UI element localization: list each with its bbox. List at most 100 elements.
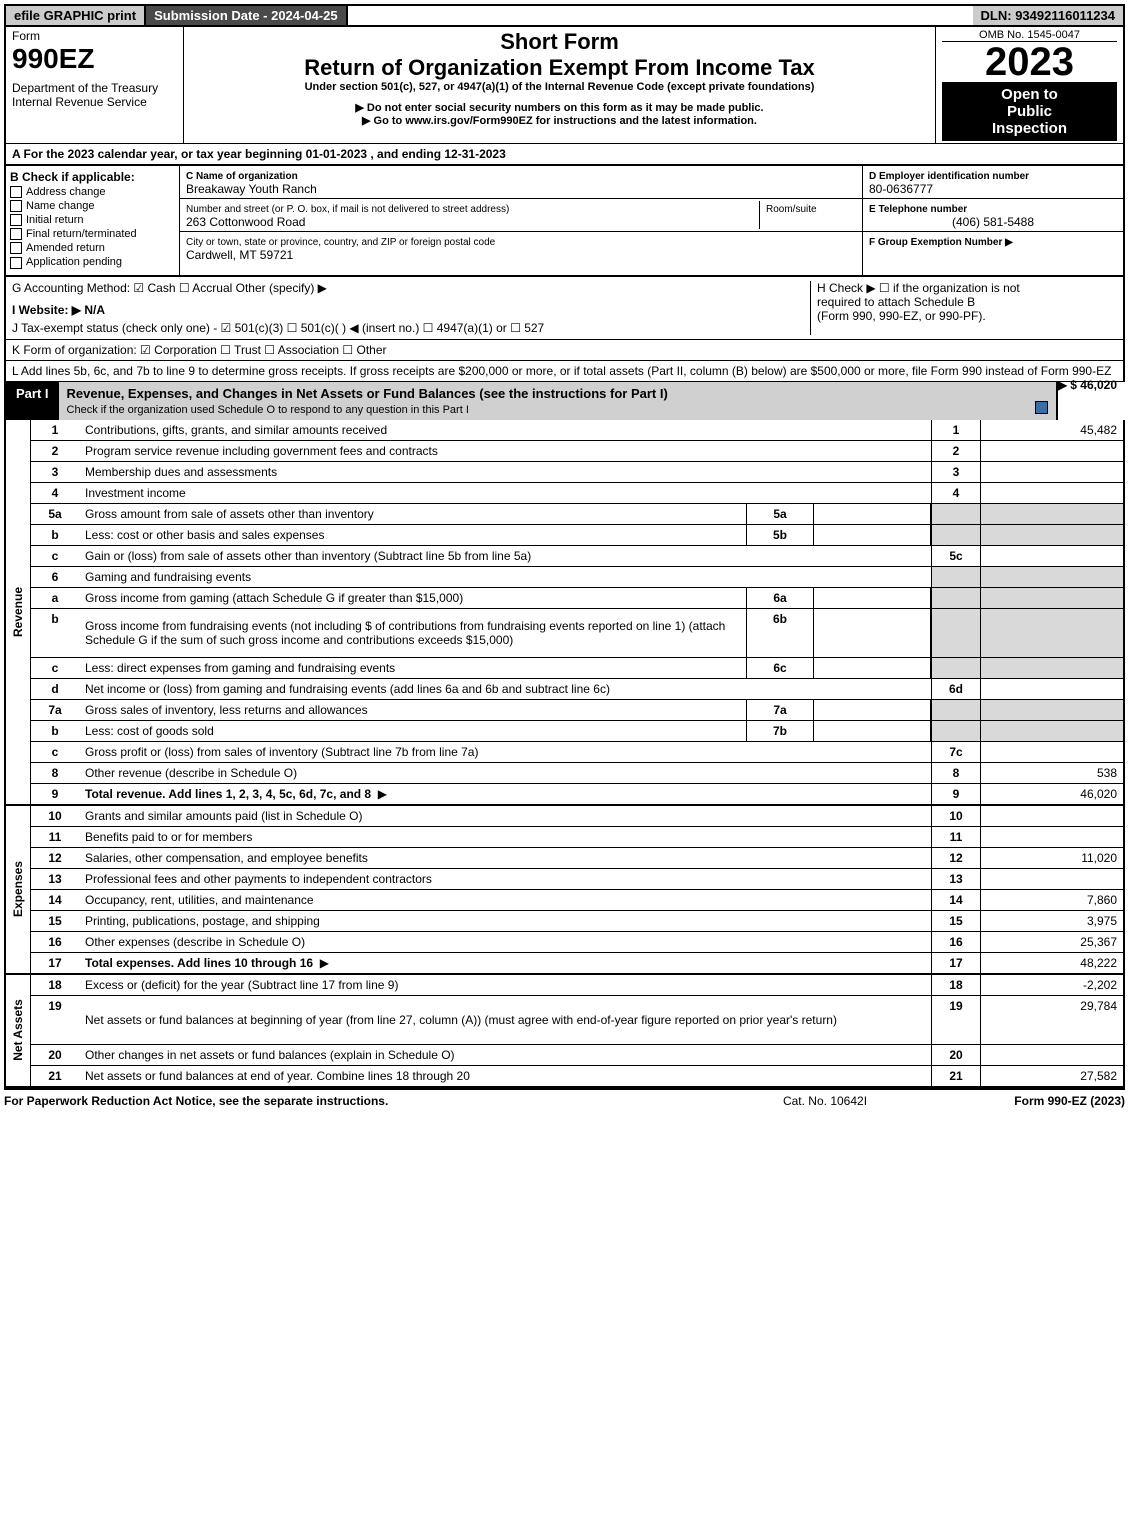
line-ref: 15 (931, 911, 980, 931)
line-18: 18Excess or (deficit) for the year (Subt… (31, 975, 1123, 996)
line-b: bLess: cost or other basis and sales exp… (31, 525, 1123, 546)
line-val: 45,482 (980, 420, 1123, 440)
section-l: L Add lines 5b, 6c, and 7b to line 9 to … (4, 361, 1125, 382)
line-7a: 7aGross sales of inventory, less returns… (31, 700, 1123, 721)
line-val: 7,860 (980, 890, 1123, 910)
line-val (980, 525, 1123, 545)
efile-print[interactable]: efile GRAPHIC print (6, 6, 144, 25)
line-16: 16Other expenses (describe in Schedule O… (31, 932, 1123, 953)
line-4: 4Investment income4 (31, 483, 1123, 504)
line-num: 5a (31, 504, 79, 524)
line-desc: Gross amount from sale of assets other t… (79, 504, 746, 524)
checkbox-amended-return[interactable]: Amended return (10, 242, 175, 254)
line-val (980, 483, 1123, 503)
line-ref: 11 (931, 827, 980, 847)
info-grid: B Check if applicable: Address change Nam… (4, 166, 1125, 277)
line-desc: Total revenue. Add lines 1, 2, 3, 4, 5c,… (79, 784, 931, 804)
line-ref (931, 588, 980, 608)
line-num: 15 (31, 911, 79, 931)
line-desc: Gross income from gaming (attach Schedul… (79, 588, 746, 608)
b-label: B Check if applicable: (10, 170, 175, 184)
line-val: 25,367 (980, 932, 1123, 952)
form-number: 990EZ (12, 43, 177, 75)
line-num: 17 (31, 953, 79, 973)
line-desc: Other changes in net assets or fund bala… (79, 1045, 931, 1065)
checkbox-application-pending[interactable]: Application pending (10, 256, 175, 268)
ssn-warning: ▶ Do not enter social security numbers o… (190, 101, 929, 114)
addr-label: Number and street (or P. O. box, if mail… (186, 204, 509, 215)
line-val (980, 679, 1123, 699)
line-val (980, 462, 1123, 482)
ein: 80-0636777 (869, 182, 933, 196)
line-val (980, 658, 1123, 678)
line-c: cGain or (loss) from sale of assets othe… (31, 546, 1123, 567)
line-b: bGross income from fundraising events (n… (31, 609, 1123, 658)
line-desc: Salaries, other compensation, and employ… (79, 848, 931, 868)
top-bar: efile GRAPHIC print Submission Date - 20… (4, 4, 1125, 27)
line-ref: 6d (931, 679, 980, 699)
line-num: 3 (31, 462, 79, 482)
form-header: Form 990EZ Department of the Treasury In… (4, 27, 1125, 144)
line-15: 15Printing, publications, postage, and s… (31, 911, 1123, 932)
line-desc: Net income or (loss) from gaming and fun… (79, 679, 931, 699)
line-ref: 14 (931, 890, 980, 910)
line-num: 13 (31, 869, 79, 889)
line-desc: Gross income from fundraising events (no… (79, 609, 746, 657)
line-desc: Net assets or fund balances at beginning… (79, 996, 931, 1044)
dept: Department of the Treasury (12, 81, 177, 95)
e-label: E Telephone number (869, 204, 967, 215)
city-label: City or town, state or province, country… (186, 237, 495, 248)
line-val (980, 1045, 1123, 1065)
checkbox-initial-return[interactable]: Initial return (10, 214, 175, 226)
line-num: 20 (31, 1045, 79, 1065)
paperwork-notice: For Paperwork Reduction Act Notice, see … (4, 1094, 725, 1108)
line-num: c (31, 546, 79, 566)
checkbox-name-change[interactable]: Name change (10, 200, 175, 212)
line-val: 3,975 (980, 911, 1123, 931)
line-num: 2 (31, 441, 79, 461)
line-ref: 7c (931, 742, 980, 762)
line-ref: 9 (931, 784, 980, 804)
irs: Internal Revenue Service (12, 95, 177, 109)
f-label: F Group Exemption Number ▶ (869, 237, 1013, 248)
checkbox-final-return-terminated[interactable]: Final return/terminated (10, 228, 175, 240)
line-num: 12 (31, 848, 79, 868)
line-ref (931, 609, 980, 657)
line-num: 11 (31, 827, 79, 847)
line-ref: 1 (931, 420, 980, 440)
schedule-o-check (1035, 401, 1048, 414)
revenue-vlabel: Revenue (6, 420, 31, 804)
goto-link[interactable]: ▶ Go to www.irs.gov/Form990EZ for instru… (190, 114, 929, 127)
line-b: bLess: cost of goods sold7b (31, 721, 1123, 742)
line-6: 6Gaming and fundraising events (31, 567, 1123, 588)
line-9: 9Total revenue. Add lines 1, 2, 3, 4, 5c… (31, 784, 1123, 804)
inspect-l3: Inspection (946, 120, 1113, 137)
inspect-l1: Open to (946, 86, 1113, 103)
h-line2: required to attach Schedule B (817, 295, 1117, 309)
line-d: dNet income or (loss) from gaming and fu… (31, 679, 1123, 700)
line-val: -2,202 (980, 975, 1123, 995)
line-val (980, 721, 1123, 741)
revenue-section: Revenue 1Contributions, gifts, grants, a… (4, 420, 1125, 806)
line-14: 14Occupancy, rent, utilities, and mainte… (31, 890, 1123, 911)
line-desc: Professional fees and other payments to … (79, 869, 931, 889)
part1-label: Part I (6, 382, 59, 420)
section-b: B Check if applicable: Address change Nam… (6, 166, 180, 275)
accounting-method: G Accounting Method: ☑ Cash ☐ Accrual Ot… (12, 281, 810, 295)
line-desc: Investment income (79, 483, 931, 503)
line-subval (814, 609, 931, 657)
line-desc: Benefits paid to or for members (79, 827, 931, 847)
form-ref: Form 990-EZ (2023) (925, 1094, 1125, 1108)
netassets-vlabel: Net Assets (6, 975, 31, 1086)
checkbox-address-change[interactable]: Address change (10, 186, 175, 198)
line-val (980, 827, 1123, 847)
line-num: 1 (31, 420, 79, 440)
section-k: K Form of organization: ☑ Corporation ☐ … (4, 340, 1125, 361)
line-ref: 18 (931, 975, 980, 995)
line-subval (814, 700, 931, 720)
line-subval (814, 525, 931, 545)
line-subref: 6c (746, 658, 814, 678)
part1-header: Part I Revenue, Expenses, and Changes in… (4, 382, 1058, 420)
line-ref: 17 (931, 953, 980, 973)
c-name-label: C Name of organization (186, 171, 298, 182)
